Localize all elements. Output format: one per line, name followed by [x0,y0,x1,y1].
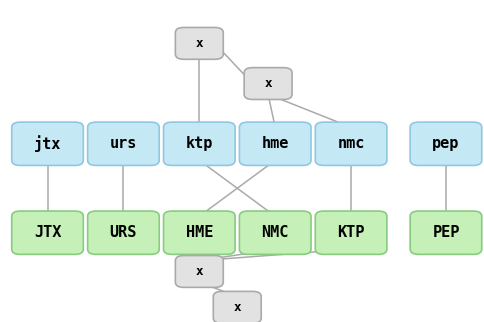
Text: jtx: jtx [34,135,61,152]
Text: urs: urs [110,136,137,151]
Text: hme: hme [261,136,289,151]
Text: pep: pep [432,136,460,151]
FancyBboxPatch shape [12,122,83,166]
Text: URS: URS [110,225,137,240]
FancyBboxPatch shape [175,27,223,59]
FancyBboxPatch shape [410,211,482,254]
Text: KTP: KTP [337,225,365,240]
Text: HME: HME [186,225,213,240]
Text: x: x [196,37,203,50]
FancyBboxPatch shape [240,211,311,254]
FancyBboxPatch shape [88,211,159,254]
FancyBboxPatch shape [88,122,159,166]
Text: x: x [233,301,241,314]
FancyBboxPatch shape [213,291,261,322]
FancyBboxPatch shape [244,68,292,99]
Text: PEP: PEP [432,225,460,240]
Text: x: x [196,265,203,278]
Text: JTX: JTX [34,225,61,240]
FancyBboxPatch shape [164,211,235,254]
FancyBboxPatch shape [175,256,223,287]
FancyBboxPatch shape [410,122,482,166]
FancyBboxPatch shape [12,211,83,254]
FancyBboxPatch shape [315,122,387,166]
FancyBboxPatch shape [315,211,387,254]
Text: x: x [264,77,272,90]
Text: NMC: NMC [261,225,289,240]
Text: nmc: nmc [337,136,365,151]
FancyBboxPatch shape [240,122,311,166]
Text: ktp: ktp [186,136,213,151]
FancyBboxPatch shape [164,122,235,166]
